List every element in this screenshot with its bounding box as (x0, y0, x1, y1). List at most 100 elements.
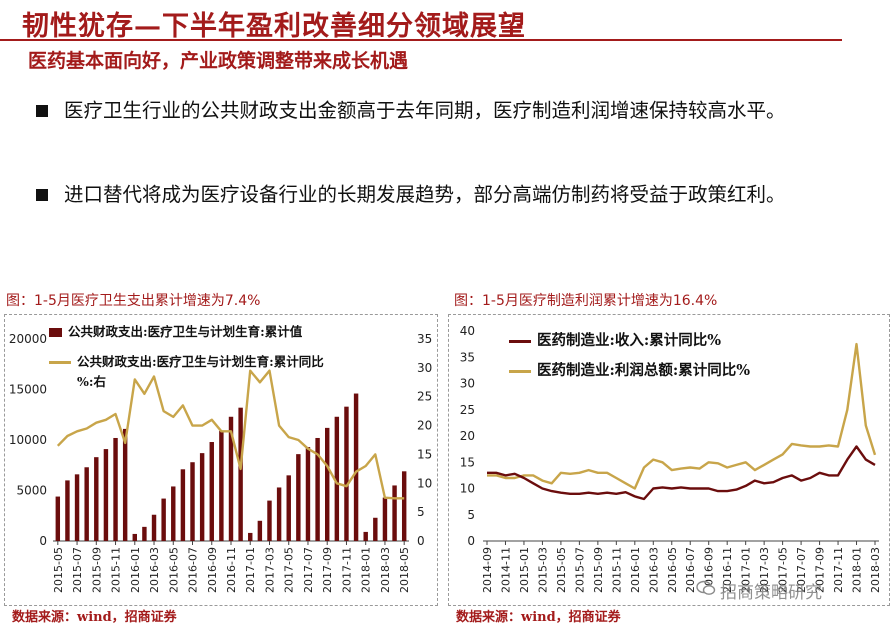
bar (65, 480, 70, 541)
x-tick-label: 2015-01 (518, 547, 531, 593)
legend-revenue-label: 医药制造业:收入:累计同比% (537, 332, 721, 349)
x-tick-label: 2015-11 (110, 547, 123, 593)
bar (228, 416, 234, 541)
x-tick-label: 2018-01 (851, 547, 864, 593)
legend-profit-swatch (509, 369, 531, 373)
x-tick-label: 2017-07 (302, 547, 315, 593)
x-tick-label: 2016-11 (721, 547, 734, 593)
x-tick-label: 2016-03 (647, 547, 660, 593)
legend-line-swatch (49, 361, 71, 364)
bullet-square-icon (36, 105, 48, 117)
x-tick-label: 2017-01 (740, 547, 753, 593)
x-tick-label: 2015-11 (610, 547, 623, 593)
bar (180, 469, 186, 541)
x-tick-label: 2017-03 (758, 547, 771, 593)
bar (392, 485, 397, 541)
bar (401, 471, 407, 541)
bullet-point: 医疗卫生行业的公共财政支出金额高于去年同期，医疗制造利润增速保持较高水平。 (36, 94, 836, 128)
x-tick-label: 2017-03 (263, 547, 276, 593)
series-line-revenue (487, 445, 876, 501)
chart-caption-left: 图：1-5月医疗卫生支出累计增速为7.4% (6, 293, 261, 309)
bullet-text: 医疗卫生行业的公共财政支出金额高于去年同期，医疗制造利润增速保持较高水平。 (64, 99, 786, 122)
right-y-tick-label: 15 (417, 447, 432, 461)
bar (286, 475, 291, 541)
chart-right-legend-profit: 医药制造业:利润总额:累计同比% (509, 359, 750, 380)
x-tick-label: 2015-03 (536, 547, 549, 593)
x-tick-label: 2018-03 (379, 547, 392, 593)
bar (315, 437, 320, 541)
chart-left-legend-bar: 公共财政支出:医疗卫生与计划生育:累计值 (49, 321, 302, 340)
legend-bar-swatch (49, 328, 62, 337)
x-tick-label: 2014-11 (499, 547, 512, 593)
right-y-tick-label: 35 (417, 332, 432, 346)
x-tick-label: 2016-01 (629, 547, 642, 593)
chart-left-legend-line: 公共财政支出:医疗卫生与计划生育:累计同比 (49, 351, 324, 370)
bar (190, 462, 195, 541)
bar (74, 474, 80, 541)
legend-line-label-cont: %:右 (77, 374, 106, 389)
chart-right-frame: 0 5 10 15 20 25 30 35 40 2014-09 2014-11 2015-01 201… (448, 314, 890, 606)
y-tick-label: 30 (460, 377, 475, 391)
bullet-text: 进口替代将成为医疗设备行业的长期发展趋势，部分高端仿制药将受益于政策红利。 (64, 183, 786, 206)
x-tick-label: 2016-05 (666, 547, 679, 593)
bar (276, 487, 282, 541)
x-tick-label: 2018-05 (398, 547, 411, 593)
bar (296, 454, 301, 541)
bar (103, 449, 109, 541)
y-tick-label: 20 (460, 429, 475, 443)
legend-line-label: 公共财政支出:医疗卫生与计划生育:累计同比 (77, 354, 324, 369)
bar (142, 526, 147, 541)
x-tick-label: 2017-05 (283, 547, 296, 593)
bar (363, 531, 368, 541)
y-tick-label: 10 (460, 482, 475, 496)
left-y-tick-label: 10000 (9, 433, 47, 447)
bar (373, 517, 378, 541)
x-tick-label: 2016-07 (187, 547, 200, 593)
bar (344, 406, 349, 541)
chart-left-frame: 0 5000 10000 15000 20000 0 5 10 15 20 25 30 35 2015-0… (4, 314, 438, 606)
bar (353, 393, 359, 541)
x-tick-label: 2017-11 (832, 547, 845, 593)
y-tick-label: 15 (460, 455, 475, 469)
x-tick-label: 2014-09 (481, 547, 494, 593)
y-tick-label: 0 (467, 534, 475, 548)
x-tick-label: 2016-05 (167, 547, 180, 593)
chart-right-source: 数据来源：wind，招商证券 (456, 610, 621, 625)
x-tick-label: 2017-11 (340, 547, 353, 593)
x-tick-label: 2017-07 (795, 547, 808, 593)
chart-left: 0 5000 10000 15000 20000 0 5 10 15 20 25 30 35 2015-0… (9, 332, 432, 593)
bar (325, 427, 330, 541)
bar (382, 497, 388, 541)
x-tick-label: 2015-07 (71, 547, 84, 593)
chart-left-source: 数据来源：wind，招商证券 (12, 610, 177, 625)
left-y-tick-label: 20000 (9, 332, 47, 346)
y-tick-label: 35 (460, 350, 475, 364)
bar (132, 533, 137, 541)
wechat-icon (696, 580, 716, 595)
legend-profit-label: 医药制造业:利润总额:累计同比% (537, 362, 750, 379)
x-tick-label: 2018-03 (869, 547, 882, 593)
right-y-tick-label: 25 (417, 390, 432, 404)
x-tick-label: 2015-09 (592, 547, 605, 593)
bar (209, 442, 214, 541)
x-tick-label: 2016-01 (129, 547, 142, 593)
x-tick-label: 2018-01 (360, 547, 373, 593)
left-y-tick-label: 5000 (16, 484, 47, 498)
x-tick-label: 2015-05 (555, 547, 568, 593)
x-tick-label: 2015-07 (573, 547, 586, 593)
bar (267, 500, 272, 541)
legend-bar-label: 公共财政支出:医疗卫生与计划生育:累计值 (68, 324, 303, 339)
bar (94, 457, 99, 541)
left-y-tick-label: 15000 (9, 383, 47, 397)
bar (305, 447, 311, 541)
x-tick-label: 2017-09 (321, 547, 334, 593)
series-line-yoy (56, 369, 405, 500)
bar (257, 520, 263, 541)
bar (161, 498, 166, 541)
left-y-tick-label: 0 (39, 534, 47, 548)
chart-right-legend-revenue: 医药制造业:收入:累计同比% (509, 329, 721, 350)
bar (55, 496, 61, 541)
bar (113, 437, 118, 541)
right-y-tick-label: 5 (417, 505, 425, 519)
series-line-profit (487, 342, 877, 490)
